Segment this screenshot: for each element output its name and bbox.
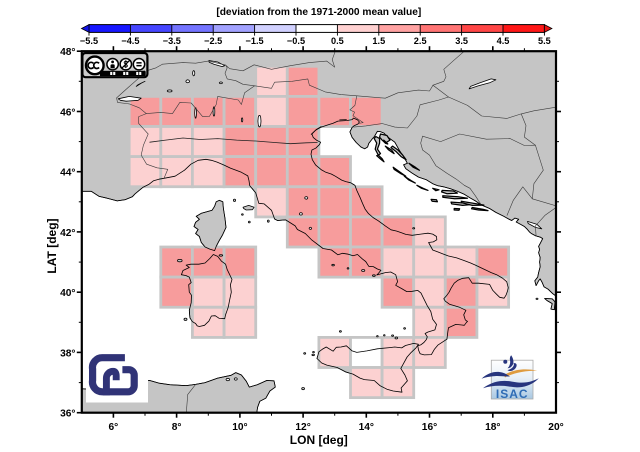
svg-text:44°: 44° bbox=[60, 168, 75, 179]
svg-text:46°: 46° bbox=[60, 108, 75, 119]
svg-text:LON [deg]: LON [deg] bbox=[290, 433, 348, 447]
svg-text:2.5: 2.5 bbox=[414, 36, 427, 46]
svg-text:5.5: 5.5 bbox=[538, 36, 551, 46]
svg-text:−1.5: −1.5 bbox=[246, 36, 264, 46]
svg-text:−0.5: −0.5 bbox=[287, 36, 305, 46]
svg-text:−4.5: −4.5 bbox=[121, 36, 139, 46]
svg-text:1.5: 1.5 bbox=[372, 36, 385, 46]
svg-text:42°: 42° bbox=[60, 228, 75, 239]
svg-text:LAT [deg]: LAT [deg] bbox=[45, 218, 59, 273]
svg-text:[deviation from the 1971-2000: [deviation from the 1971-2000 mean value… bbox=[216, 7, 421, 18]
svg-text:48°: 48° bbox=[60, 47, 75, 58]
svg-text:12°: 12° bbox=[295, 422, 310, 433]
svg-text:ISAC: ISAC bbox=[496, 387, 529, 401]
svg-text:14°: 14° bbox=[359, 422, 374, 433]
svg-text:40°: 40° bbox=[60, 288, 75, 299]
svg-text:16°: 16° bbox=[422, 422, 437, 433]
svg-text:10°: 10° bbox=[232, 422, 247, 433]
svg-text:6°: 6° bbox=[109, 422, 119, 433]
svg-text:−5.5: −5.5 bbox=[80, 36, 98, 46]
svg-text:36°: 36° bbox=[60, 409, 75, 420]
svg-text:38°: 38° bbox=[60, 348, 75, 359]
svg-text:3.5: 3.5 bbox=[455, 36, 468, 46]
svg-text:4.5: 4.5 bbox=[497, 36, 510, 46]
svg-text:0.5: 0.5 bbox=[331, 36, 344, 46]
svg-text:−3.5: −3.5 bbox=[163, 36, 181, 46]
svg-text:8°: 8° bbox=[172, 422, 182, 433]
svg-text:18°: 18° bbox=[485, 422, 500, 433]
svg-text:20°: 20° bbox=[548, 422, 563, 433]
svg-text:−2.5: −2.5 bbox=[204, 36, 222, 46]
